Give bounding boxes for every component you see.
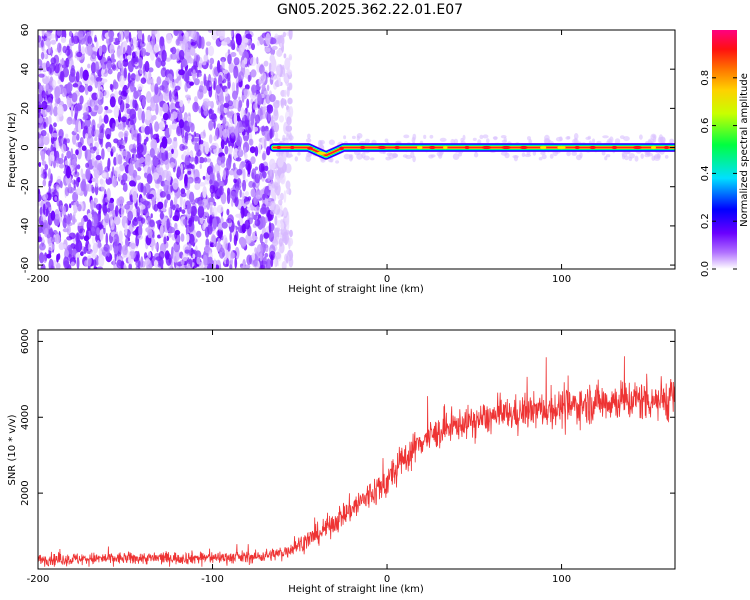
spectrogram-ytick-label: 0	[20, 144, 31, 150]
snr-xtick-label: 0	[384, 574, 390, 585]
colorbar-gradient	[712, 30, 737, 269]
snr-line	[38, 356, 675, 567]
colorbar-tick-label: 0.6	[700, 118, 711, 134]
spectrogram-xtick-label: 100	[552, 274, 571, 285]
spectrogram-ytick-label: 40	[20, 63, 31, 76]
colorbar-tick-label: 0.2	[700, 213, 711, 229]
snr-xtick-label: -200	[27, 574, 50, 585]
spectrogram-panel: -200 -100 0 100 60 40 20 0 -20 -40 -60 Height of s…	[7, 24, 676, 295]
spectrogram-ytick-label: 60	[20, 24, 31, 37]
spectrogram-xtick-label: 0	[384, 274, 390, 285]
snr-ytick-label: 2000	[20, 480, 31, 505]
colorbar-tick-label: 0.4	[700, 165, 711, 181]
snr-xtick-label: -100	[201, 574, 224, 585]
colorbar-tick-label: 0.0	[700, 261, 711, 277]
spectrogram-ylabel: Frequency (Hz)	[7, 112, 18, 188]
spectrogram-frame	[37, 29, 676, 270]
spectrogram-xtick-label: -100	[201, 274, 224, 285]
spectrogram-xtick-label: -200	[27, 274, 50, 285]
colorbar: 0.0 0.2 0.4 0.6 0.8 Normalized spectral ampl…	[700, 30, 750, 277]
noise-region	[38, 30, 294, 269]
snr-panel: -200 -100 0 100 2000 4000 6000 Height of strai…	[7, 329, 676, 595]
snr-ytick-label: 4000	[20, 405, 31, 430]
snr-xtick-label: 100	[552, 574, 571, 585]
spectrogram-ytick-label: -60	[20, 257, 31, 273]
spectrogram-xlabel: Height of straight line (km)	[288, 284, 424, 295]
spectrogram-ytick-label: 20	[20, 102, 31, 115]
spectrogram-ytick-label: -20	[20, 179, 31, 195]
snr-xlabel: Height of straight line (km)	[288, 584, 424, 595]
colorbar-tick-label: 0.8	[700, 70, 711, 86]
spectrogram-ytick-label: -40	[20, 218, 31, 234]
snr-ytick-label: 6000	[20, 329, 31, 354]
colorbar-label: Normalized spectral amplitude	[739, 73, 750, 227]
signal-trace	[269, 143, 675, 160]
snr-frame	[37, 329, 676, 570]
snr-ylabel: SNR (10 * v/v)	[7, 414, 18, 485]
figure-title: GN05.2025.362.22.01.E07	[277, 2, 463, 18]
